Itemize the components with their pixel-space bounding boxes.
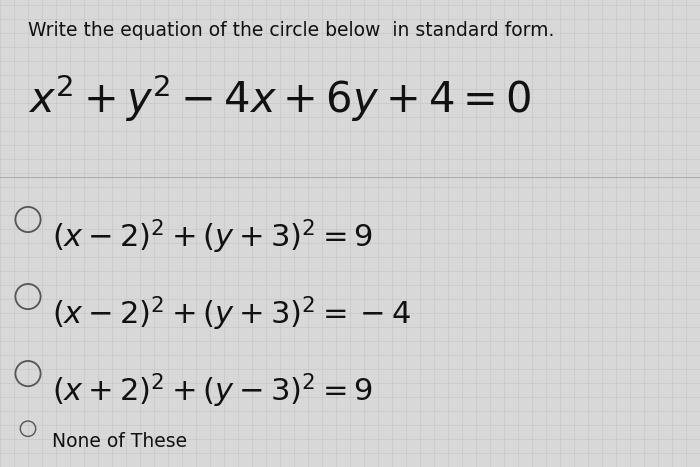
Text: $(x-2)^2 + (y+3)^2 = -4$: $(x-2)^2 + (y+3)^2 = -4$	[52, 294, 412, 333]
Text: Write the equation of the circle below  in standard form.: Write the equation of the circle below i…	[28, 21, 554, 40]
Text: None of These: None of These	[52, 432, 188, 451]
Text: $x^2 + y^2 - 4x + 6y + 4 = 0$: $x^2 + y^2 - 4x + 6y + 4 = 0$	[28, 72, 531, 124]
Text: $(x-2)^2 + (y+3)^2 = 9$: $(x-2)^2 + (y+3)^2 = 9$	[52, 217, 374, 255]
Text: $(x+2)^2 + (y-3)^2 = 9$: $(x+2)^2 + (y-3)^2 = 9$	[52, 371, 374, 410]
